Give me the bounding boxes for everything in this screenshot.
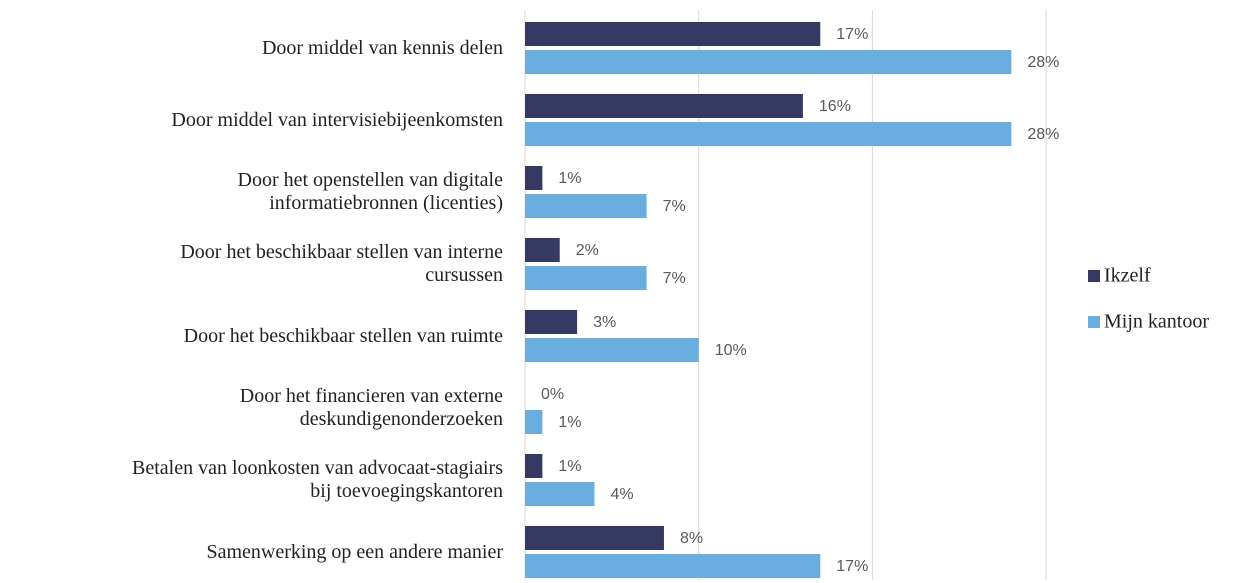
bar (525, 50, 1012, 74)
data-label: 7% (663, 198, 686, 215)
legend-label: Mijn kantoor (1104, 311, 1209, 333)
bar (525, 122, 1012, 146)
data-label: 17% (836, 558, 868, 575)
data-label: 1% (558, 414, 581, 431)
category-label: Door middel van kennis delen (261, 36, 503, 59)
bar (525, 22, 821, 46)
data-label: 8% (680, 530, 703, 547)
bar (525, 166, 543, 190)
bar (525, 238, 560, 262)
data-label: 4% (610, 486, 633, 503)
category-label: Door middel van intervisiebijeenkomsten (171, 108, 503, 131)
category-label: Door het financieren van externe deskund… (239, 385, 503, 430)
bar (525, 410, 543, 434)
legend-label: Ikzelf (1104, 265, 1151, 287)
legend-swatch (1088, 270, 1100, 282)
category-label: Door het openstellen van digitale inform… (237, 169, 503, 214)
data-label: 0% (541, 386, 564, 403)
bar (525, 266, 647, 290)
category-label: Samenwerking op een andere manier (206, 540, 503, 563)
bar (525, 338, 699, 362)
data-label: 1% (558, 458, 581, 475)
bar (525, 482, 595, 506)
data-label: 7% (663, 270, 686, 287)
data-label: 28% (1027, 126, 1059, 143)
data-label: 28% (1027, 54, 1059, 71)
data-label: 1% (558, 170, 581, 187)
data-label: 16% (819, 98, 851, 115)
data-label: 3% (593, 314, 616, 331)
data-label: 17% (836, 26, 868, 43)
bar (525, 554, 821, 578)
category-label: Door het beschikbaar stellen van ruimte (183, 324, 503, 347)
bar (525, 194, 647, 218)
bar (525, 310, 578, 334)
category-label: Door het beschikbaar stellen van interne… (180, 241, 503, 286)
data-label: 10% (715, 342, 747, 359)
data-label: 2% (576, 242, 599, 259)
category-label: Betalen van loonkosten van advocaat-stag… (132, 457, 503, 502)
bar (525, 94, 803, 118)
bar (525, 454, 543, 478)
bar (525, 526, 664, 550)
legend-swatch (1088, 316, 1100, 328)
